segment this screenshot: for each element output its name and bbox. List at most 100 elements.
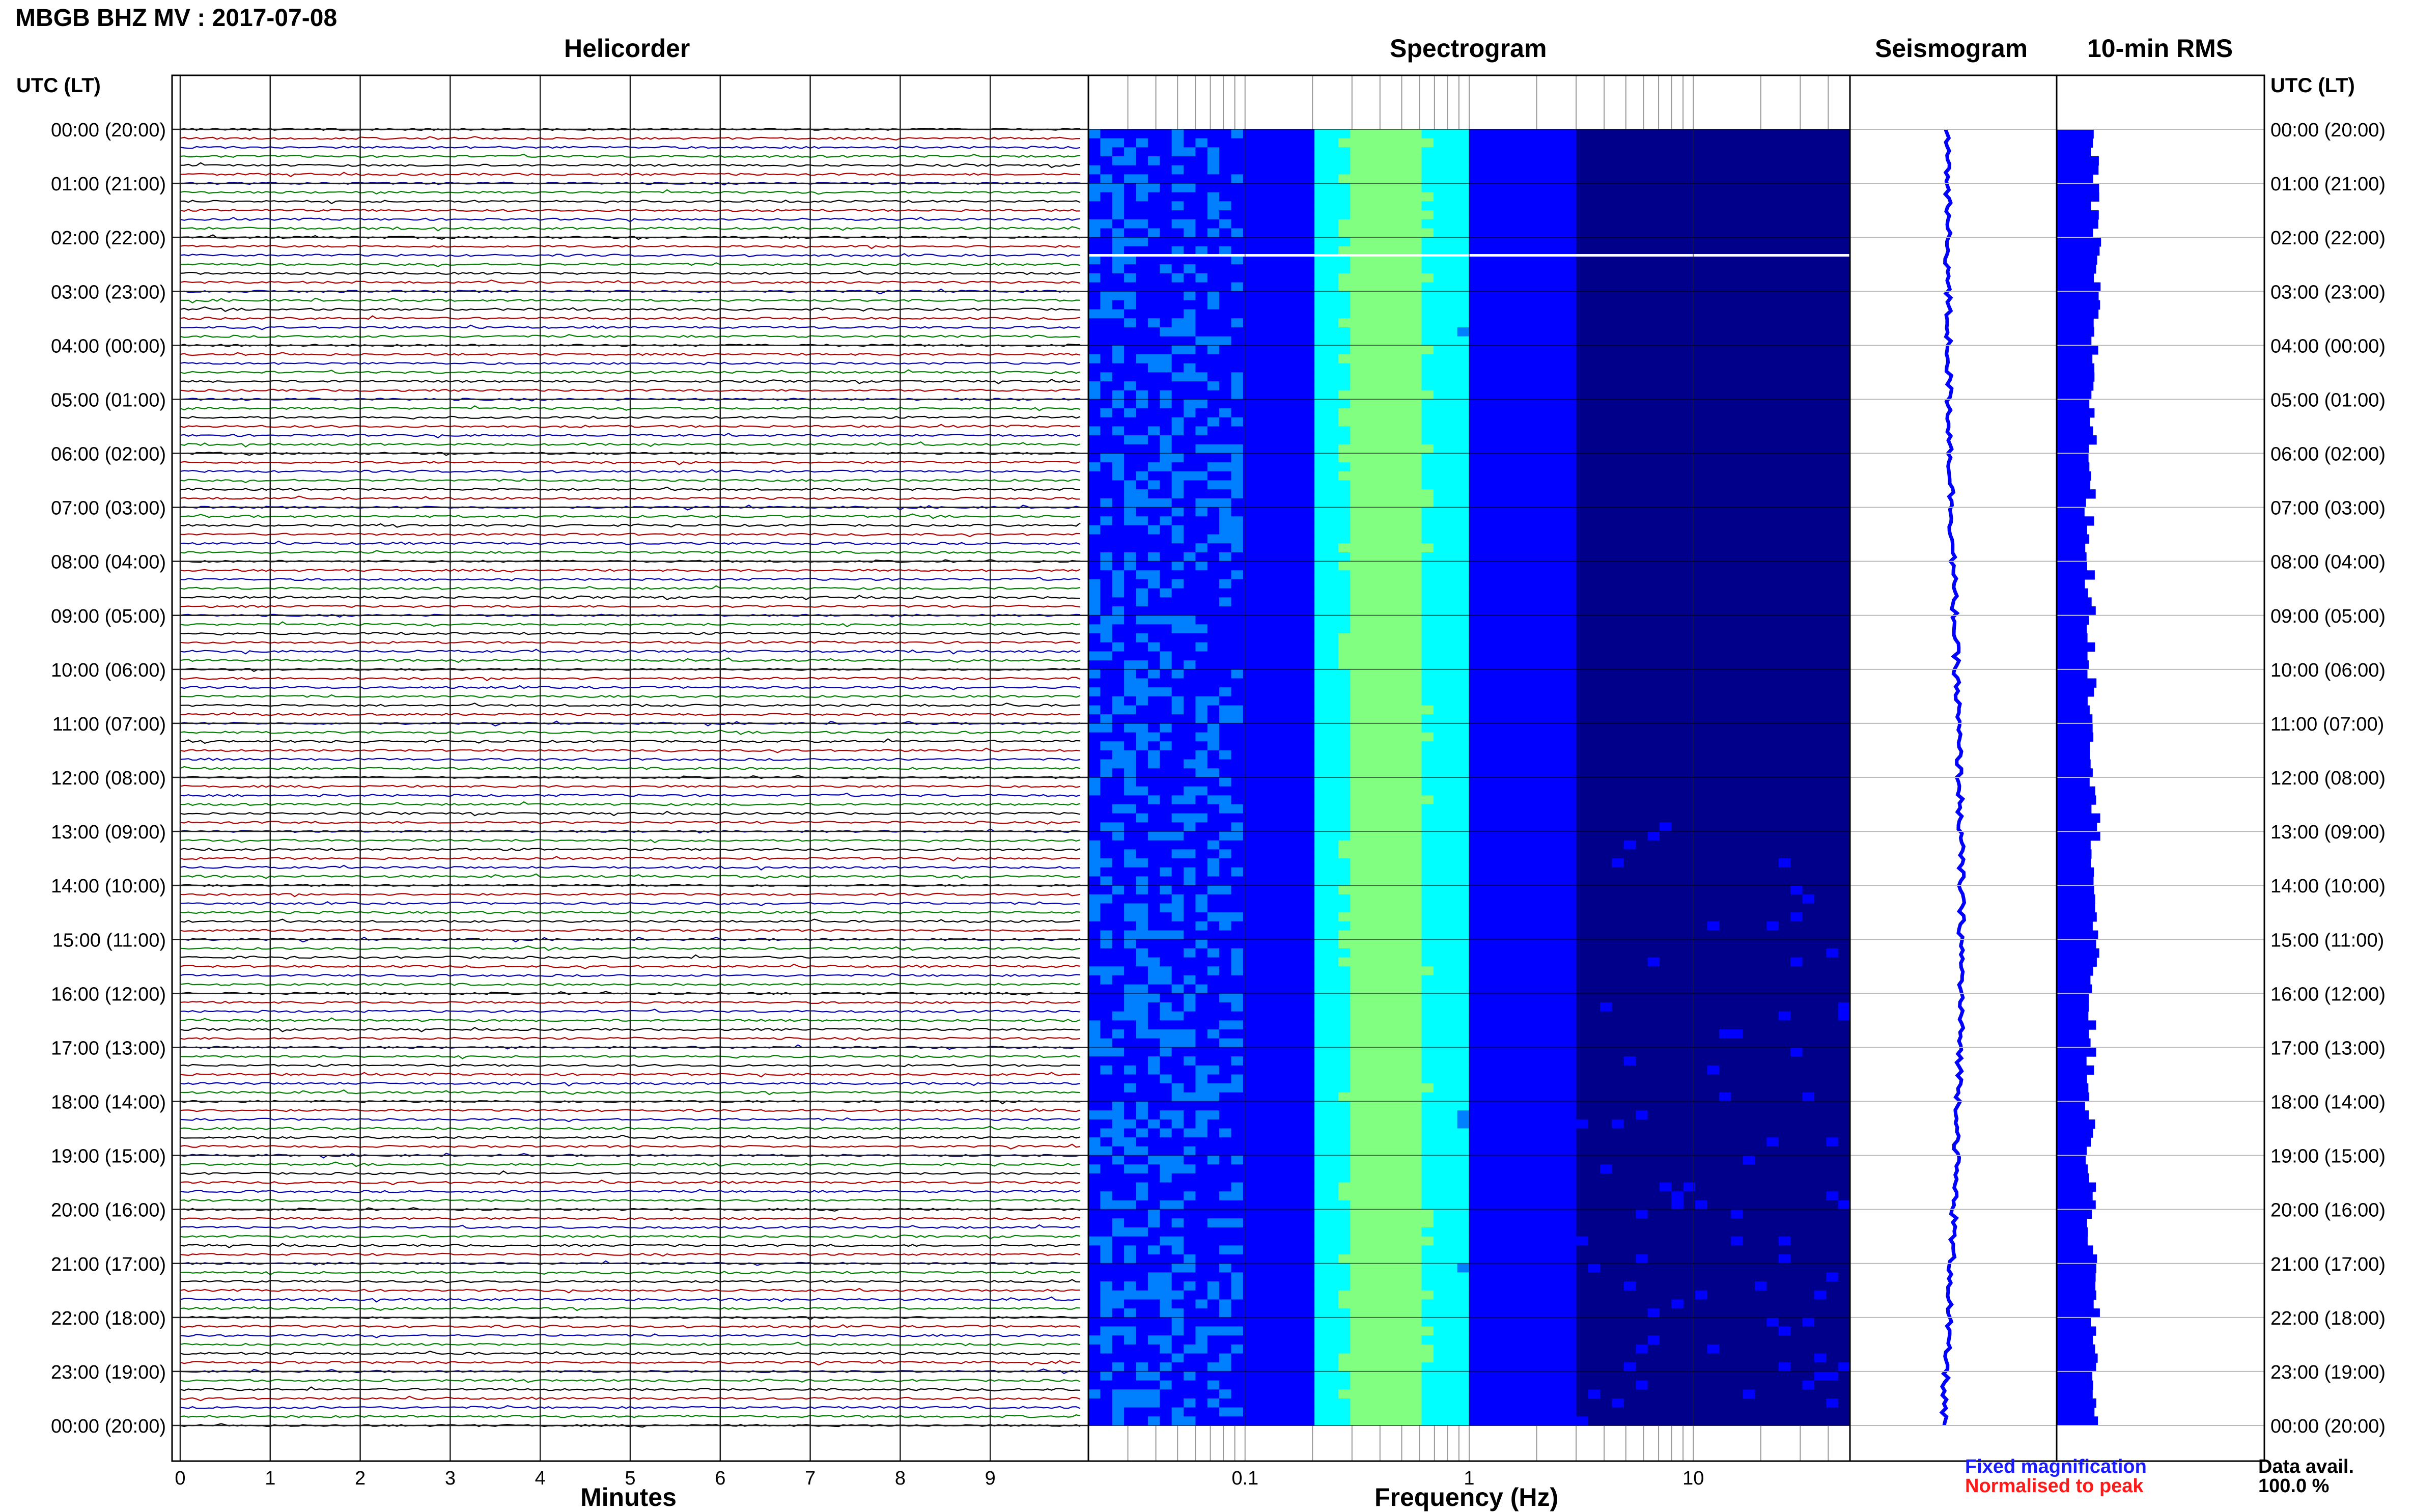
rms-bar	[2057, 219, 2098, 229]
rms-bar	[2057, 1200, 2096, 1210]
hour-label-left: 03:00 (23:00)	[51, 282, 166, 303]
rms-bar	[2057, 435, 2097, 444]
rms-bar	[2057, 1029, 2089, 1039]
rms-bar	[2057, 1245, 2093, 1254]
rms-bar	[2057, 1318, 2091, 1327]
rms-bar	[2057, 894, 2095, 904]
hour-label-left: 22:00 (18:00)	[51, 1308, 166, 1329]
rms-bar	[2057, 1416, 2098, 1425]
minute-tick-label: 9	[985, 1468, 996, 1489]
rms-bar	[2057, 363, 2094, 373]
rms-bar	[2057, 174, 2093, 183]
rms-bar	[2057, 291, 2099, 300]
rms-bar	[2057, 1354, 2098, 1363]
rms-bar	[2057, 1056, 2087, 1066]
rms-bar	[2057, 921, 2093, 931]
rms-bar	[2057, 1398, 2096, 1408]
rms-bar	[2057, 156, 2099, 165]
rms-bar	[2057, 1308, 2100, 1318]
hour-label-left: 21:00 (17:00)	[51, 1254, 166, 1275]
legend-fixed-magnification: Fixed magnification	[1965, 1456, 2147, 1478]
hour-label-right: 20:00 (16:00)	[2270, 1200, 2386, 1221]
rms-bar	[2057, 427, 2093, 436]
hour-label-right: 14:00 (10:00)	[2270, 876, 2386, 897]
rms-bar	[2057, 1039, 2091, 1048]
rms-bar	[2057, 858, 2091, 867]
rms-bar	[2057, 1012, 2088, 1021]
minute-tick-label: 0	[175, 1468, 185, 1489]
hour-label-left: 15:00 (11:00)	[52, 930, 166, 951]
hour-label-right: 02:00 (22:00)	[2270, 228, 2386, 249]
rms-bar	[2057, 273, 2094, 283]
rms-bar	[2057, 615, 2089, 625]
rms-bar	[2057, 885, 2094, 894]
rms-bar	[2057, 606, 2096, 615]
rms-bar	[2057, 381, 2093, 390]
rms-bar	[2057, 525, 2087, 535]
hour-label-right: 17:00 (13:00)	[2270, 1038, 2386, 1059]
rms-bar	[2057, 1218, 2087, 1227]
frequency-axis-label: Frequency (Hz)	[1374, 1482, 1558, 1512]
minute-tick-label: 3	[445, 1468, 456, 1489]
rms-bar	[2057, 237, 2101, 246]
rms-bar	[2057, 867, 2094, 877]
rms-bar	[2057, 264, 2096, 273]
minutes-axis-label: Minutes	[580, 1482, 677, 1512]
rms-bar	[2057, 822, 2097, 831]
rms-bar	[2057, 795, 2096, 804]
rms-bar	[2057, 948, 2099, 958]
rms-bar	[2057, 481, 2090, 490]
rms-bar	[2057, 337, 2091, 346]
hour-label-right: 00:00 (20:00)	[2270, 120, 2386, 141]
rms-bar	[2057, 814, 2100, 823]
rms-bar	[2057, 1371, 2092, 1381]
hour-label-left: 11:00 (07:00)	[52, 714, 166, 735]
rms-bar	[2057, 1408, 2094, 1417]
rms-bar	[2057, 390, 2091, 400]
rms-bar	[2057, 354, 2092, 363]
rms-bar	[2057, 679, 2096, 688]
rms-bar	[2057, 147, 2091, 156]
legend-normalised-to-peak: Normalised to peak	[1965, 1475, 2144, 1497]
minute-tick-label: 4	[535, 1468, 546, 1489]
hour-label-right: 04:00 (00:00)	[2270, 335, 2386, 357]
rms-bar	[2057, 1129, 2093, 1138]
rms-bar	[2057, 652, 2088, 661]
rms-bar	[2057, 552, 2087, 562]
rms-bar	[2057, 462, 2089, 471]
hour-label-right: 00:00 (20:00)	[2270, 1416, 2386, 1437]
rms-bar	[2057, 562, 2087, 571]
rms-bar	[2057, 327, 2094, 337]
rms-bar	[2057, 444, 2089, 454]
rms-bar	[2057, 777, 2090, 787]
hour-label-left: 19:00 (15:00)	[51, 1146, 166, 1167]
hour-label-right: 18:00 (14:00)	[2270, 1092, 2386, 1113]
hour-label-right: 03:00 (23:00)	[2270, 282, 2386, 303]
rms-bar	[2057, 912, 2097, 921]
frequency-tick-label: 0.1	[1231, 1468, 1258, 1489]
hour-label-right: 06:00 (02:00)	[2270, 444, 2386, 465]
hour-label-right: 22:00 (18:00)	[2270, 1308, 2386, 1329]
rms-bar	[2057, 1075, 2087, 1084]
rms-bar	[2057, 471, 2091, 481]
rms-bar	[2057, 741, 2090, 750]
rms-bar	[2057, 714, 2092, 723]
minute-tick-label: 2	[355, 1468, 366, 1489]
rms-bar	[2057, 1345, 2095, 1354]
rms-bar	[2057, 1164, 2088, 1173]
rms-bar	[2057, 733, 2093, 742]
rms-bar	[2057, 904, 2095, 913]
rms-bar	[2057, 498, 2086, 508]
rms-bar	[2057, 966, 2093, 975]
rms-bar	[2057, 192, 2099, 202]
rms-bar	[2057, 454, 2089, 463]
hour-label-right: 12:00 (08:00)	[2270, 768, 2386, 789]
data-avail-value: 100.0 %	[2258, 1475, 2329, 1497]
rms-bar	[2057, 1066, 2094, 1075]
rms-bar	[2057, 210, 2099, 219]
rms-bar	[2057, 1093, 2089, 1102]
rms-bar	[2057, 579, 2085, 589]
rms-bar	[2057, 1020, 2096, 1029]
rms-bar	[2057, 624, 2087, 633]
